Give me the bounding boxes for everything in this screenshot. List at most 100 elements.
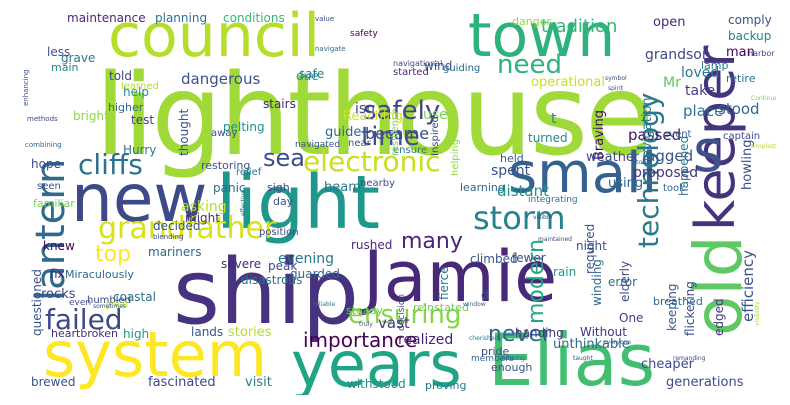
- word-winding: winding: [590, 259, 604, 306]
- word-event: event: [663, 129, 692, 140]
- word-asking: asking: [181, 199, 227, 215]
- word-realized: realized: [398, 332, 454, 348]
- word-blending: blending: [153, 233, 184, 241]
- word-sea: sea: [263, 144, 305, 172]
- word-visibility: visibility: [754, 301, 761, 326]
- word-safety: safety: [350, 29, 378, 39]
- word-take: take: [685, 83, 716, 99]
- word-need: need: [497, 50, 562, 80]
- word-ship: ship: [173, 240, 360, 345]
- word-rushed: rushed: [351, 238, 393, 252]
- word-turned: turned: [528, 131, 568, 145]
- word-day: day: [273, 195, 294, 208]
- word-bright: bright: [73, 109, 109, 123]
- word-continued: Continued: [751, 95, 776, 102]
- word-test: test: [131, 113, 155, 127]
- word-rocks: rocks: [41, 287, 76, 302]
- word-lamp: lamp: [701, 59, 729, 72]
- word-maintained: maintained: [538, 236, 572, 243]
- word-ensure: ensure: [393, 145, 428, 156]
- word-navigation: navigation: [640, 97, 655, 166]
- word-elias: Elias: [488, 318, 656, 395]
- word-top: top: [95, 242, 132, 267]
- word-town: town: [468, 6, 616, 71]
- word-conditions: conditions: [223, 11, 285, 25]
- word-guarded: guarded: [290, 267, 340, 281]
- word-visit: visit: [245, 375, 272, 390]
- word-time: time: [361, 122, 420, 152]
- word-cheaper: cheaper: [641, 357, 694, 372]
- word-spent: spent: [491, 163, 531, 179]
- word-integrating: integrating: [528, 195, 578, 205]
- word-retire: retire: [726, 72, 756, 85]
- word-restoring: restoring: [201, 159, 251, 172]
- word-night: night: [576, 239, 607, 253]
- word-danger: danger: [512, 15, 551, 28]
- word-higher: higher: [108, 101, 144, 114]
- word-maintenance: maintenance: [67, 11, 146, 25]
- word-panic: panic: [213, 181, 246, 195]
- word-weather: weather: [586, 150, 640, 165]
- word-cliffs: cliffs: [78, 148, 143, 181]
- word-fix: fix: [50, 267, 65, 281]
- word-learning: learning: [460, 181, 505, 194]
- word-cloud: lighthouse council town ship Jamie light…: [13, 6, 776, 395]
- word-great: great: [105, 300, 129, 310]
- word-t: t: [551, 111, 557, 127]
- word-sometimes: sometimes: [93, 303, 127, 310]
- word-questioned: questioned: [30, 269, 44, 336]
- word-mariners: mariners: [148, 245, 202, 259]
- word-tradition: tradition: [541, 16, 618, 37]
- word-due: due: [296, 69, 319, 83]
- word-pelting: pelting: [223, 120, 265, 134]
- word-brewed: brewed: [31, 375, 76, 389]
- word-man: man: [726, 45, 755, 60]
- word-nearby: nearby: [360, 178, 395, 189]
- word-became: became: [365, 124, 430, 143]
- word-never: never: [488, 322, 552, 347]
- word-miraculously: Miraculously: [65, 268, 134, 281]
- word-learned: learned: [121, 81, 159, 92]
- word-edged: edged: [712, 298, 726, 336]
- word-rain: rain: [553, 265, 577, 279]
- word-jamie: Jamie: [363, 236, 558, 318]
- word-started: started: [393, 67, 429, 78]
- word-remanding: remanding: [673, 355, 706, 362]
- word-ensuring: ensuring: [348, 300, 462, 330]
- word-backup: backup: [728, 29, 772, 43]
- word-seen: seen: [37, 181, 61, 192]
- word-isn: isn: [355, 101, 376, 117]
- word-high: high: [123, 327, 150, 341]
- word-climbed: climbed: [470, 252, 518, 266]
- word-small: small: [508, 141, 658, 206]
- word-proving: proving: [425, 379, 467, 392]
- word-light: light: [216, 160, 381, 246]
- word-spirit: spirit: [608, 85, 624, 92]
- word-peak: peak: [268, 259, 298, 273]
- word-hurry: Hurry: [123, 143, 157, 157]
- word-truly: truly: [359, 321, 373, 328]
- word-comply: comply: [728, 13, 772, 27]
- word-place: place: [683, 102, 724, 120]
- word-new: new: [71, 160, 208, 237]
- word-help: help: [123, 85, 149, 99]
- word-vast: vast: [378, 314, 410, 332]
- word-open: open: [653, 15, 686, 30]
- word-guide: guide: [325, 125, 362, 140]
- word-fierce: fierce: [437, 266, 451, 300]
- word-methods: methods: [27, 115, 58, 123]
- word-navigational: navigational: [393, 59, 443, 68]
- word-safe: safe: [299, 67, 325, 81]
- word-less: less: [47, 45, 71, 59]
- word-coastal: coastal: [113, 290, 156, 304]
- word-operational: operational: [531, 75, 605, 90]
- word-value: value: [315, 15, 335, 23]
- word-disastrous: disastrous: [241, 273, 303, 287]
- word-severe: severe: [221, 257, 262, 271]
- word-visible: visible: [533, 214, 553, 221]
- word-members: members: [471, 354, 514, 364]
- word-guiding: guiding: [443, 63, 481, 74]
- word-s: s: [693, 117, 724, 185]
- word-electronic: electronic: [303, 145, 441, 178]
- word-story: story: [633, 159, 649, 166]
